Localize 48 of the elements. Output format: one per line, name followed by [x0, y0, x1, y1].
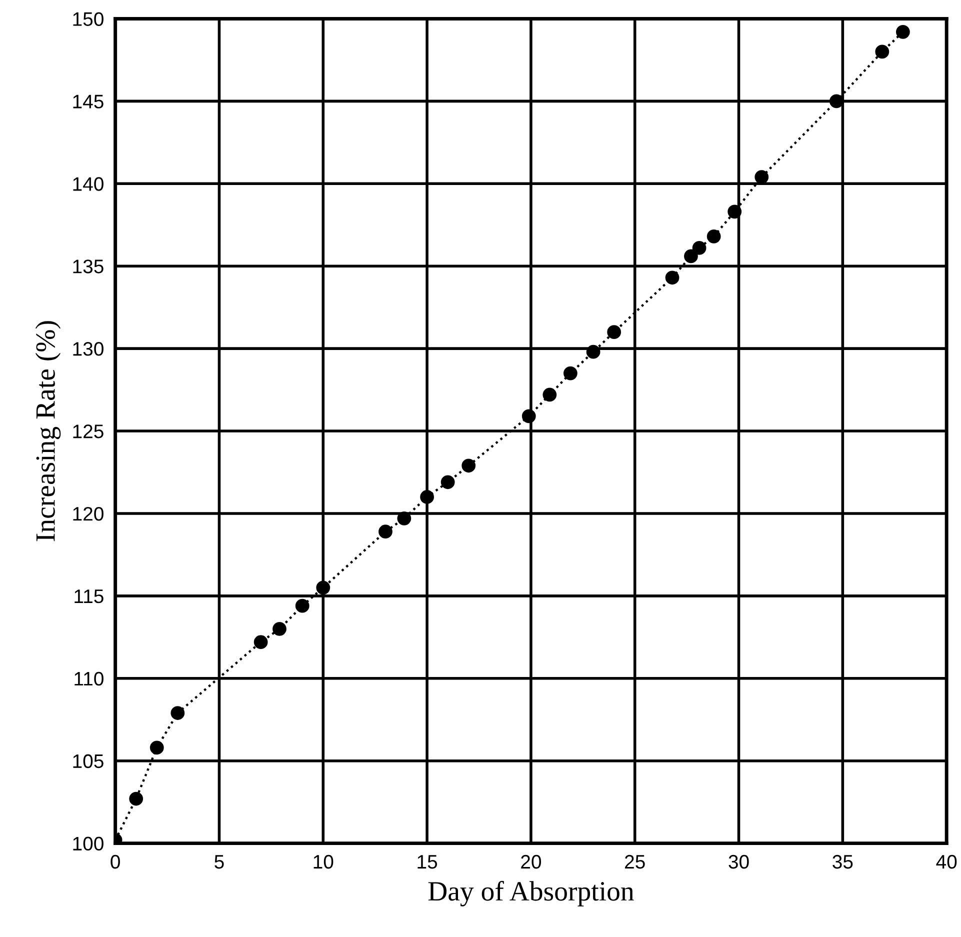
point [272, 622, 286, 636]
point [684, 249, 698, 264]
x-tick-label: 15 [418, 855, 438, 869]
x-tick-label: 35 [832, 854, 853, 869]
y-tick-label: 150 [73, 12, 104, 26]
point [254, 635, 268, 650]
point [129, 792, 144, 806]
point [563, 366, 578, 380]
point [607, 325, 622, 340]
point [420, 490, 434, 504]
y-tick-label: 135 [73, 260, 104, 274]
y-tick-label: 125 [73, 424, 104, 438]
y-tick-label: 110 [74, 672, 104, 686]
x-axis-title: Day of Absorption [428, 880, 634, 906]
y-tick-label: 115 [74, 590, 104, 604]
x-tick-label: 30 [728, 854, 749, 869]
point [896, 24, 910, 39]
point [665, 270, 680, 285]
x-tick-label: 20 [521, 854, 542, 869]
x-tick-label: 40 [936, 854, 957, 869]
point [692, 241, 706, 255]
point [397, 511, 412, 526]
x-tick-label: 0 [110, 854, 120, 869]
point [462, 458, 476, 473]
y-tick-label: 120 [73, 506, 104, 521]
point [542, 388, 557, 402]
point [830, 94, 844, 108]
point [706, 229, 721, 244]
point [728, 204, 742, 219]
y-tick-label: 145 [73, 94, 104, 108]
x-tick-label: 5 [214, 855, 224, 869]
point [440, 475, 455, 490]
point [754, 170, 769, 184]
x-tick-label: 25 [625, 854, 645, 869]
point [170, 706, 185, 720]
point [586, 344, 600, 359]
x-tick-label: 10 [314, 854, 334, 869]
point [150, 740, 164, 755]
point [316, 580, 330, 595]
point [295, 598, 310, 613]
point [875, 44, 890, 59]
y-tick-label: 100 [73, 836, 104, 851]
y-tick-label: 105 [73, 754, 104, 768]
y-tick-label: 130 [73, 342, 104, 356]
y-tick-label: 140 [73, 177, 104, 191]
point [378, 524, 392, 539]
point [522, 409, 536, 424]
y-axis-title: Increasing Rate (%) [35, 321, 61, 542]
